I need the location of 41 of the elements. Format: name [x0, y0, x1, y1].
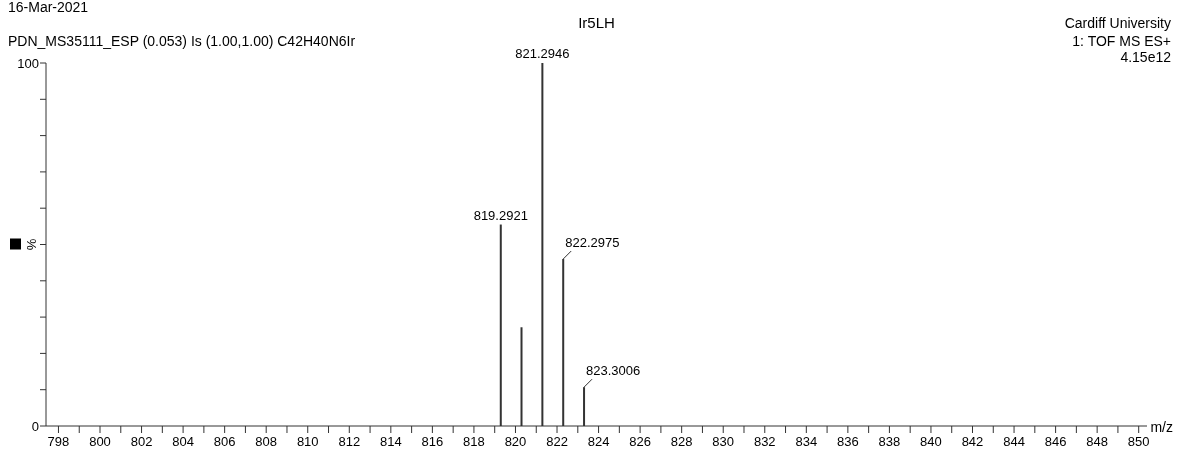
text: PDN_MS35111_ESP (0.053) Is (1.00,1.00) C42H40N6Ir [8, 33, 356, 49]
x-tick-label: 822 [546, 434, 568, 449]
text: Cardiff University [1064, 15, 1171, 31]
x-tick-label: 838 [878, 434, 901, 449]
x-tick-label: 818 [463, 434, 485, 449]
x-tick-label: 808 [255, 434, 278, 449]
annotation: 4.15e12 [1120, 49, 1172, 65]
x-tick-label: 804 [172, 434, 194, 449]
annotation: 822.2975 [565, 235, 620, 251]
x-tick-label: 836 [837, 434, 859, 449]
x-tick-label: 844 [1003, 434, 1025, 449]
x-tick-label: 850 [1127, 434, 1150, 449]
text: 1: TOF MS ES+ [1072, 33, 1171, 49]
x-tick-label: 828 [670, 434, 693, 449]
x-tick-label: 846 [1044, 434, 1067, 449]
y-tick-label: 0 [31, 419, 39, 434]
y-axis-title: % [24, 238, 39, 251]
x-tick-label: 806 [213, 434, 236, 449]
x-tick-label: 800 [89, 434, 111, 449]
x-tick-label: 826 [629, 434, 651, 449]
x-tick-label: 830 [712, 434, 735, 449]
x-tick-label: 834 [795, 434, 818, 449]
chart-title: Ir5LH [578, 14, 615, 31]
x-tick-label: 802 [130, 434, 153, 449]
text: 16-Mar-2021 [8, 0, 89, 15]
annotation: 823.3006 [586, 363, 641, 379]
x-tick-label: 814 [379, 434, 402, 449]
x-tick-label: 798 [47, 434, 70, 449]
x-tick-label: 824 [587, 434, 610, 449]
x-tick-label: 840 [920, 434, 942, 449]
x-tick-label: 842 [961, 434, 984, 449]
x-tick-label: 832 [753, 434, 776, 449]
x-tick-label: 848 [1086, 434, 1108, 449]
x-tick-label: 812 [338, 434, 361, 449]
annotation: 821.2946 [515, 46, 570, 61]
x-tick-label: 820 [504, 434, 527, 449]
x-tick-label: 810 [296, 434, 319, 449]
annotation: 819.2921 [473, 207, 528, 223]
x-tick-label: 816 [421, 434, 444, 449]
x-axis-title: m/z [1150, 419, 1173, 435]
y-tick-label: 100 [17, 56, 39, 71]
